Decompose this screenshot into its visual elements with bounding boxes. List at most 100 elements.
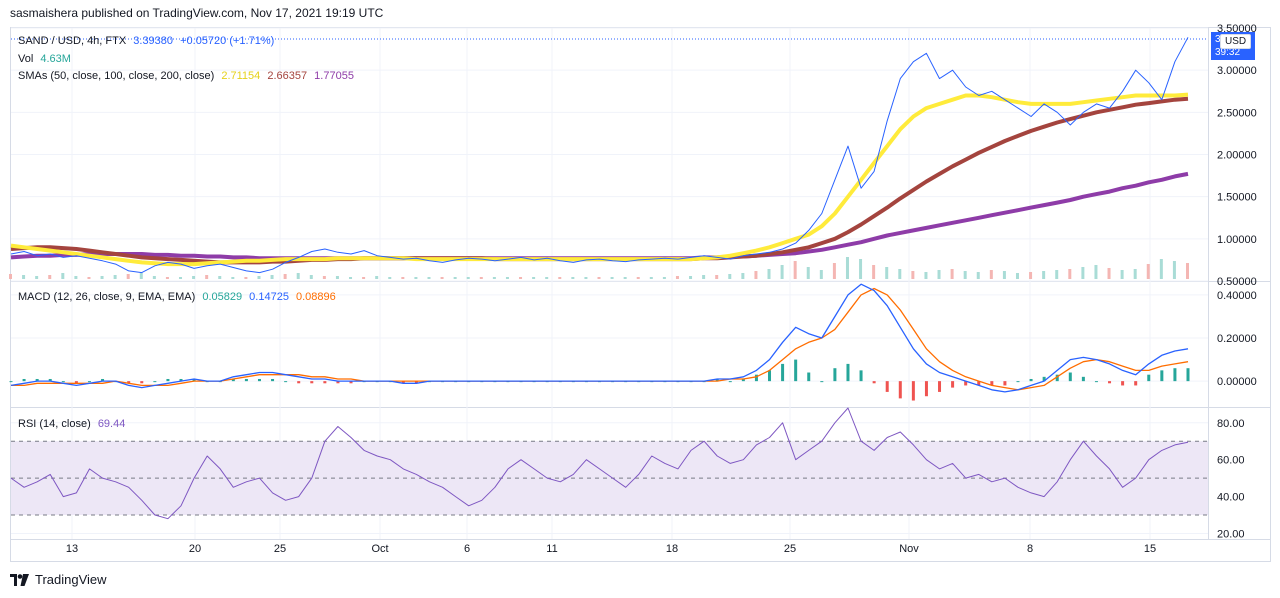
volume-bar — [1094, 265, 1098, 279]
macd-histogram-bar — [833, 368, 837, 382]
price-line — [10, 37, 1189, 274]
y-tick-label: 20.00 — [1217, 528, 1245, 540]
vol-label: Vol — [18, 53, 34, 65]
x-tick-label: 25 — [274, 543, 286, 555]
macd-histogram-bar — [166, 378, 170, 382]
macd-histogram-bar — [846, 363, 850, 382]
volume-bar — [728, 274, 732, 279]
volume-bar — [349, 277, 353, 279]
sma100-value: 2.66357 — [267, 70, 308, 82]
volume-bar — [492, 277, 496, 279]
volume-bar — [1081, 267, 1085, 279]
macd-histogram-bar — [768, 370, 772, 382]
x-tick-label: 15 — [1144, 543, 1156, 555]
macd-histogram-bar — [728, 381, 732, 383]
macd-histogram-bar — [859, 370, 863, 382]
volume-bar — [205, 275, 209, 279]
volume-bar — [270, 275, 274, 279]
volume-bar — [558, 277, 562, 279]
y-tick-label: 0.40000 — [1217, 290, 1257, 302]
volume-bar — [806, 267, 810, 279]
volume-bar — [832, 263, 836, 279]
volume-bar — [702, 275, 706, 279]
volume-bar — [126, 274, 130, 279]
volume-bar — [1107, 268, 1111, 279]
volume-bar — [401, 277, 405, 279]
y-tick-label: 2.50000 — [1217, 107, 1257, 119]
macd-histogram-bar — [1121, 381, 1125, 386]
macd-histogram-bar — [977, 381, 981, 386]
currency-button[interactable]: USD — [1220, 34, 1252, 49]
volume-bar — [231, 277, 235, 279]
volume-bar — [1120, 270, 1124, 279]
volume-bar — [113, 275, 117, 279]
volume-bar — [662, 277, 666, 279]
macd-histogram-bar — [1094, 381, 1098, 383]
sma50-value: 2.71154 — [221, 70, 261, 82]
volume-bar — [165, 277, 169, 279]
volume-bar — [819, 270, 823, 279]
macd-line — [10, 283, 1189, 393]
macd-signal-line — [11, 287, 1189, 391]
volume-bar — [976, 272, 980, 279]
volume-bar — [1172, 261, 1176, 279]
volume-bar — [741, 273, 745, 279]
volume-bar — [1042, 271, 1046, 279]
y-tick-label: 2.00000 — [1217, 150, 1257, 162]
y-tick-label: 1.00000 — [1217, 234, 1257, 246]
sma-label: SMAs (50, close, 100, close, 200, close) — [18, 70, 215, 82]
macd-histogram-bar — [898, 381, 902, 399]
macd-histogram-bar — [192, 378, 196, 382]
macd-histogram-bar — [101, 378, 105, 382]
volume-bar — [950, 269, 954, 279]
macd-histogram-bar — [807, 372, 811, 382]
volume-bar — [296, 273, 300, 279]
macd-histogram-bar — [87, 381, 91, 383]
macd-histogram-bar — [951, 381, 955, 388]
volume-bar — [257, 276, 261, 279]
volume-bar — [309, 275, 313, 279]
x-tick-label: 18 — [666, 543, 678, 555]
macd-histogram-bar — [22, 378, 26, 382]
sma100-line — [10, 96, 1189, 265]
volume-bar — [597, 277, 601, 279]
tradingview-brand[interactable]: TradingView — [10, 572, 107, 587]
x-tick-label: 20 — [189, 543, 201, 555]
volume-bar — [218, 276, 222, 279]
volume-bar — [505, 277, 509, 279]
macd-histogram-bar — [990, 381, 994, 386]
macd-histogram-bar — [336, 381, 340, 384]
tradingview-logo-icon — [10, 573, 29, 586]
volume-bar — [1186, 263, 1189, 279]
macd-histogram-bar — [1160, 370, 1164, 382]
y-tick-label: 60.00 — [1217, 455, 1245, 467]
volume-bar — [322, 276, 326, 279]
volume-bar — [1055, 270, 1059, 279]
volume-bar — [937, 270, 941, 279]
macd-histogram-bar — [1068, 372, 1072, 382]
volume-bar — [1146, 264, 1150, 279]
volume-bar — [845, 257, 849, 279]
macd-histogram-bar — [244, 378, 248, 382]
volume-bar — [911, 271, 915, 279]
y-tick-label: 3.00000 — [1217, 65, 1257, 77]
publisher-text: sasmaishera published on TradingView.com… — [10, 6, 384, 20]
vol-legend: Vol 4.63M — [18, 53, 75, 65]
macd-histogram-bar — [794, 359, 798, 382]
macd-histogram-bar — [924, 381, 928, 397]
volume-bar — [571, 277, 575, 279]
volume-bar — [1015, 273, 1019, 279]
macd-value: 0.14725 — [249, 291, 289, 303]
volume-bar — [1002, 271, 1006, 279]
vol-value: 4.63M — [40, 53, 71, 65]
macd-histogram-bar — [1042, 376, 1046, 382]
volume-bar — [61, 273, 65, 279]
macd-signal-value: 0.08896 — [296, 291, 336, 303]
macd-histogram-bar — [323, 381, 327, 384]
macd-histogram-bar — [140, 381, 144, 384]
rsi-value: 69.44 — [97, 418, 126, 430]
volume-bar — [767, 269, 771, 279]
volume-bar — [859, 259, 863, 279]
volume-bar — [924, 272, 928, 279]
